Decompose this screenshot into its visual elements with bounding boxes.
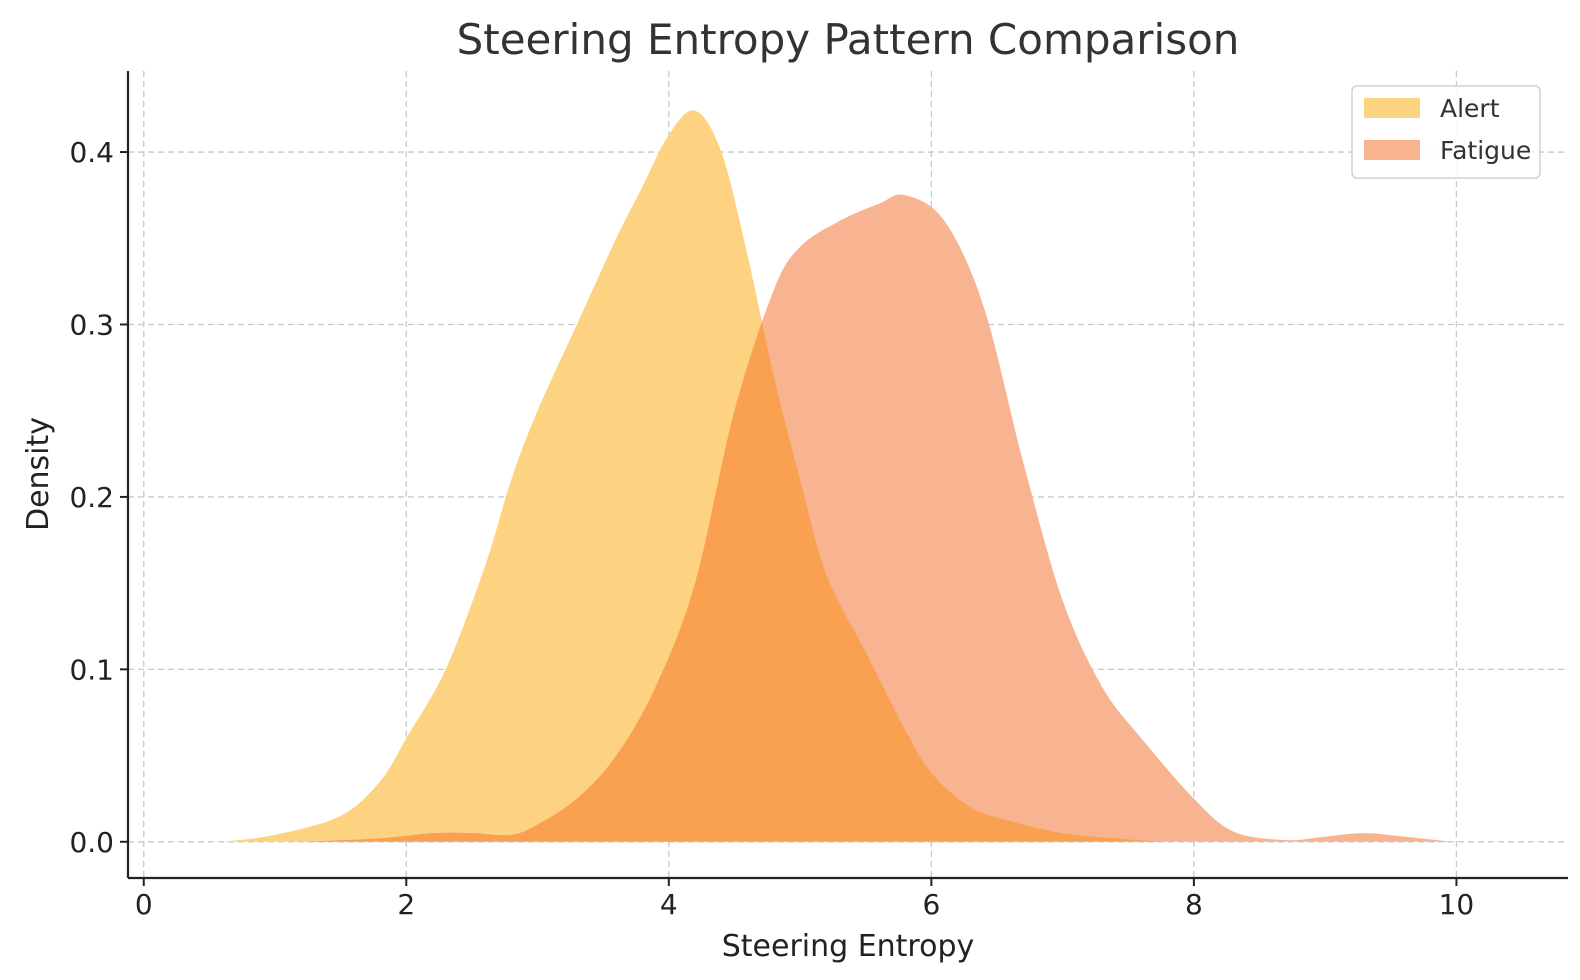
x-tick-label: 10 [1439, 888, 1475, 921]
y-tick-label: 0.3 [69, 308, 114, 341]
x-tick-label: 6 [922, 888, 940, 921]
density-areas [222, 110, 1496, 842]
x-tick-label: 2 [397, 888, 415, 921]
legend-swatch-fatigue [1364, 140, 1420, 160]
axes [126, 71, 1568, 880]
x-tick-label: 4 [660, 888, 678, 921]
y-tick-label: 0.4 [69, 136, 114, 169]
density-area-alert [222, 110, 1194, 842]
x-axis-label: Steering Entropy [722, 929, 975, 964]
y-tick-label: 0.2 [69, 481, 114, 514]
legend: Alert Fatigue [1351, 85, 1541, 179]
legend-label-fatigue: Fatigue [1440, 136, 1531, 165]
legend-label-alert: Alert [1440, 94, 1500, 123]
tick-marks: 0 2 4 6 8 10 0.0 0.1 0.2 0.3 0.4 [69, 136, 1474, 921]
legend-swatch-alert [1364, 98, 1420, 118]
y-axis-label: Density [21, 417, 56, 531]
y-tick-label: 0.1 [69, 653, 114, 686]
y-tick-label: 0.0 [69, 826, 114, 859]
density-area-fatigue [301, 194, 1496, 842]
chart-title: Steering Entropy Pattern Comparison [457, 15, 1240, 64]
x-tick-label: 0 [135, 888, 153, 921]
x-tick-label: 8 [1185, 888, 1203, 921]
